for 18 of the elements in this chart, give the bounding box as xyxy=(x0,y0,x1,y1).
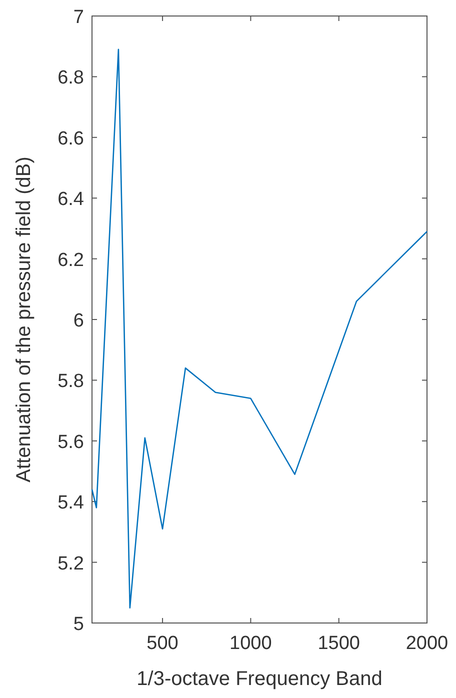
y-axis-title: Attenuation of the pressure field (dB) xyxy=(13,156,35,482)
y-tick-label: 5.4 xyxy=(58,492,84,514)
x-tick-label: 2000 xyxy=(406,633,448,654)
x-tick-label: 500 xyxy=(146,633,178,654)
y-tick-label: 7 xyxy=(73,7,84,28)
y-tick-label: 5 xyxy=(73,614,84,635)
y-tick-label: 5.6 xyxy=(58,432,84,453)
x-tick-label: 1000 xyxy=(230,633,272,654)
y-tick-label: 5.8 xyxy=(58,371,84,392)
x-tick-label: 1500 xyxy=(318,633,360,654)
x-axis-title: 1/3-octave Frequency Band xyxy=(136,668,382,690)
y-tick-label: 6 xyxy=(73,310,84,332)
y-tick-label: 6.8 xyxy=(58,68,84,89)
y-tick-label: 5.2 xyxy=(58,553,84,574)
y-tick-label: 6.2 xyxy=(58,250,84,271)
y-tick-label: 6.6 xyxy=(58,128,84,150)
y-tick-label: 6.4 xyxy=(58,189,84,210)
line-series xyxy=(91,48,428,608)
